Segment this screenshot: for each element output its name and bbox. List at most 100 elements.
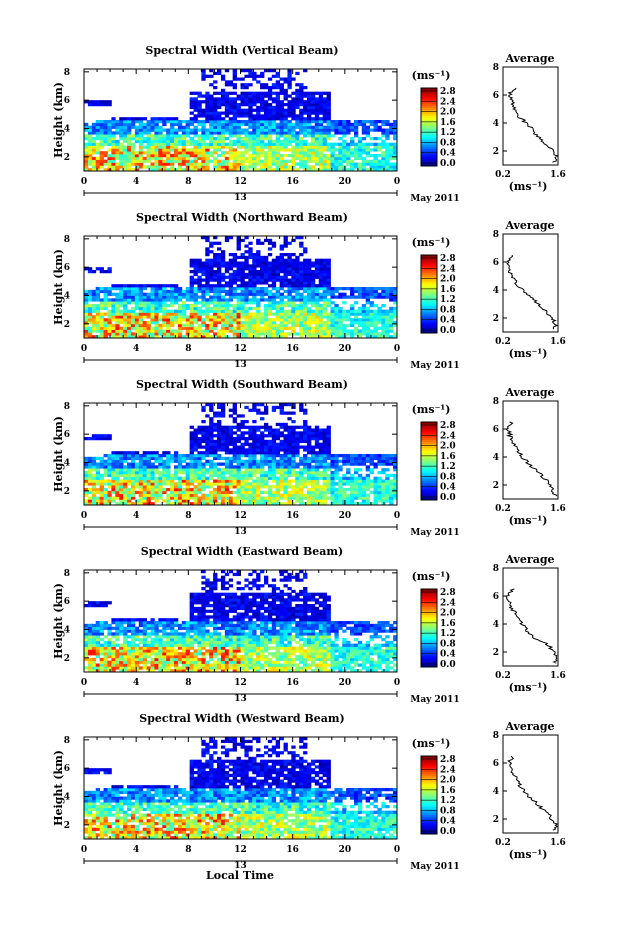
heatmap-cell [252, 454, 257, 458]
heatmap-cell [173, 318, 179, 322]
heatmap-cell [256, 168, 261, 172]
heatmap-cell [303, 420, 308, 424]
heatmap-cell [252, 165, 257, 169]
heatmap-cell [181, 476, 187, 480]
heatmap-cell [299, 241, 304, 245]
heatmap-cell [209, 442, 214, 446]
heatmap-cell [381, 122, 386, 127]
heatmap-cell [123, 493, 128, 497]
heatmap-cell [275, 490, 281, 495]
heatmap-cell [228, 80, 234, 84]
heatmap-cell [162, 165, 167, 169]
heatmap-cell [193, 120, 198, 124]
heatmap-cell [209, 145, 214, 149]
heatmap-cell [244, 490, 249, 495]
heatmap-cell [393, 131, 398, 135]
heatmap-cell [189, 289, 194, 294]
heatmap-cell [353, 326, 359, 330]
heatmap-cell [115, 323, 120, 328]
heatmap-cell [228, 287, 234, 291]
heatmap-cell [318, 306, 324, 311]
heatmap-cell [209, 403, 214, 407]
heatmap-cell [263, 270, 269, 274]
heatmap-cell [318, 148, 324, 152]
heatmap-cell [193, 128, 198, 132]
heatmap-cell [217, 159, 222, 163]
heatmap-cell [91, 315, 97, 319]
heatmap-cell [201, 74, 206, 78]
heatmap-cell [318, 100, 324, 104]
heatmap-cell [291, 451, 296, 455]
heatmap-cell [248, 490, 253, 495]
heatmap-cell [130, 456, 136, 461]
heatmap-cell [158, 134, 163, 138]
heatmap-cell [87, 318, 93, 322]
heatmap-cell [224, 304, 230, 308]
heatmap-cell [228, 456, 234, 461]
heatmap-cell [162, 151, 167, 155]
heatmap-cell [146, 312, 151, 316]
heatmap-cell [267, 275, 273, 279]
heatmap-cell [299, 473, 304, 478]
heatmap-cell [350, 122, 355, 127]
heatmap-cell [146, 142, 151, 146]
heatmap-cell [84, 168, 89, 172]
heatmap-cell [318, 323, 324, 328]
heatmap-cell [252, 434, 257, 438]
heatmap-cell [248, 471, 253, 475]
heatmap-cell [365, 298, 371, 302]
heatmap-cell [361, 326, 367, 330]
heatmap-cell [377, 292, 382, 296]
heatmap-cell [322, 114, 327, 118]
heatmap-cell [146, 134, 151, 138]
heatmap-cell [287, 287, 292, 291]
heatmap-cell [291, 114, 296, 118]
heatmap-cell [220, 490, 226, 495]
heatmap-cell [213, 335, 218, 339]
heatmap-cell [291, 471, 296, 475]
heatmap-cell [166, 479, 171, 483]
heatmap-cell [248, 111, 253, 115]
heatmap-cell [318, 267, 324, 271]
heatmap-cell [322, 258, 327, 262]
heatmap-cell [377, 309, 382, 313]
heatmap-cell [275, 154, 281, 158]
heatmap-cell [91, 151, 97, 155]
heatmap-cell [263, 321, 269, 325]
heatmap-cell [365, 335, 371, 339]
heatmap-cell [275, 151, 281, 155]
heatmap-cell [107, 462, 112, 466]
heatmap-cell [154, 284, 159, 288]
heatmap-cell [287, 148, 292, 152]
heatmap-cell [271, 408, 277, 412]
heatmap-cell [361, 131, 367, 135]
heatmap-cell [307, 100, 312, 104]
heatmap-cell [256, 329, 261, 333]
heatmap-cell [95, 162, 101, 166]
heatmap-cell [260, 403, 265, 407]
heatmap-cell [127, 159, 132, 163]
heatmap-cell [158, 139, 163, 144]
heatmap-cell [291, 479, 296, 483]
heatmap-cell [365, 292, 371, 296]
heatmap-cell [224, 97, 230, 101]
heatmap-cell [134, 479, 140, 483]
heatmap-cell [158, 482, 163, 486]
heatmap-cell [267, 485, 273, 489]
heatmap-cell [287, 465, 292, 469]
heatmap-cell [260, 261, 265, 265]
heatmap-cell [279, 502, 284, 506]
heatmap-cell [318, 312, 324, 316]
heatmap-cell [240, 238, 245, 243]
heatmap-cell [373, 148, 378, 152]
heatmap-cell [326, 111, 331, 115]
heatmap-cell [142, 462, 147, 466]
heatmap-cell [244, 284, 249, 288]
heatmap-cell [87, 312, 93, 316]
heatmap-cell [232, 476, 237, 480]
heatmap-cell [123, 488, 128, 492]
heatmap-cell [271, 145, 277, 149]
heatmap-cell [350, 332, 355, 336]
heatmap-cell [291, 496, 296, 500]
heatmap-cell [330, 154, 335, 158]
